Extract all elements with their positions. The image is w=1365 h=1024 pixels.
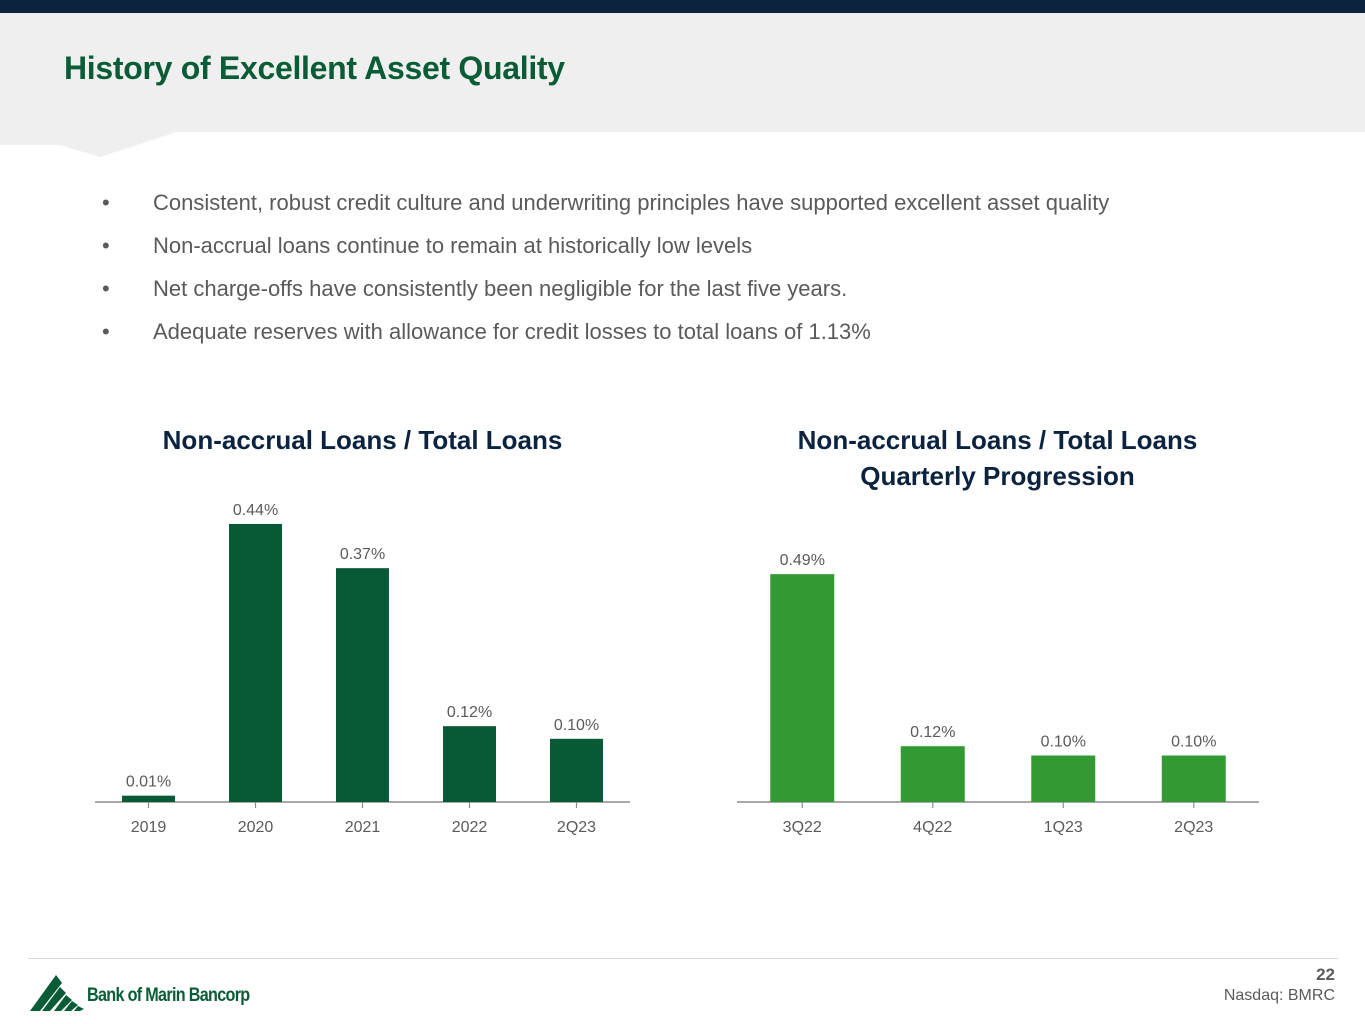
bar-2022 — [443, 726, 496, 802]
quarterly-chart-title-line-1: Non-accrual Loans / Total Loans — [797, 425, 1198, 455]
bar-2019 — [122, 795, 175, 802]
data-label-2Q23: 0.10% — [1171, 734, 1216, 751]
bar-2Q23 — [1161, 755, 1226, 802]
bullet-text: Net charge-offs have consistently been n… — [153, 276, 848, 301]
x-tick-label-2020: 2020 — [238, 819, 274, 836]
x-tick-label-2021: 2021 — [345, 819, 381, 836]
bullet-text: Non-accrual loans continue to remain at … — [153, 233, 753, 258]
logo-wordmark: Bank of Marin Bancorp — [87, 985, 250, 1006]
bullet-text: Adequate reserves with allowance for cre… — [153, 319, 871, 344]
bar-2Q23 — [550, 738, 603, 802]
x-tick-label-2Q23: 2Q23 — [557, 819, 596, 836]
bar-2020 — [229, 523, 282, 802]
data-label-2022: 0.12% — [447, 704, 492, 721]
data-label-2020: 0.44% — [233, 502, 278, 519]
header-band — [0, 13, 1365, 132]
bullet-marker: • — [102, 233, 110, 258]
bar-2021 — [336, 568, 389, 802]
x-tick-label-1Q23: 1Q23 — [1044, 819, 1083, 836]
page-number: 22 — [1316, 965, 1335, 984]
x-tick-label-3Q22: 3Q22 — [783, 819, 822, 836]
bar-4Q22 — [900, 746, 965, 802]
data-label-2Q23: 0.10% — [554, 717, 599, 734]
x-tick-label-2022: 2022 — [452, 819, 488, 836]
data-label-2019: 0.01% — [126, 774, 171, 791]
page-title: History of Excellent Asset Quality — [64, 50, 565, 86]
header-notch — [0, 131, 180, 157]
bullet-marker: • — [102, 319, 110, 344]
bullet-text: Consistent, robust credit culture and un… — [153, 190, 1110, 215]
stock-ticker: Nasdaq: BMRC — [1223, 987, 1335, 1004]
bullet-marker: • — [102, 276, 110, 301]
top-accent-bar — [0, 0, 1365, 13]
data-label-4Q22: 0.12% — [910, 724, 955, 741]
footer-divider — [28, 958, 1338, 959]
data-label-1Q23: 0.10% — [1041, 734, 1086, 751]
bar-1Q23 — [1031, 755, 1096, 802]
x-tick-label-2Q23: 2Q23 — [1174, 819, 1213, 836]
annual-chart-title: Non-accrual Loans / Total Loans — [162, 425, 563, 455]
bank-logo-icon — [30, 975, 84, 1011]
data-label-3Q22: 0.49% — [780, 552, 825, 569]
data-label-2021: 0.37% — [340, 546, 385, 563]
x-tick-label-2019: 2019 — [131, 819, 167, 836]
quarterly-chart-title: Non-accrual Loans / Total Loans Quarterl… — [730, 422, 1265, 494]
x-tick-label-4Q22: 4Q22 — [913, 819, 952, 836]
bar-3Q22 — [770, 574, 835, 802]
bullet-marker: • — [102, 190, 110, 215]
quarterly-chart-title-line-2: Quarterly Progression — [860, 461, 1135, 491]
